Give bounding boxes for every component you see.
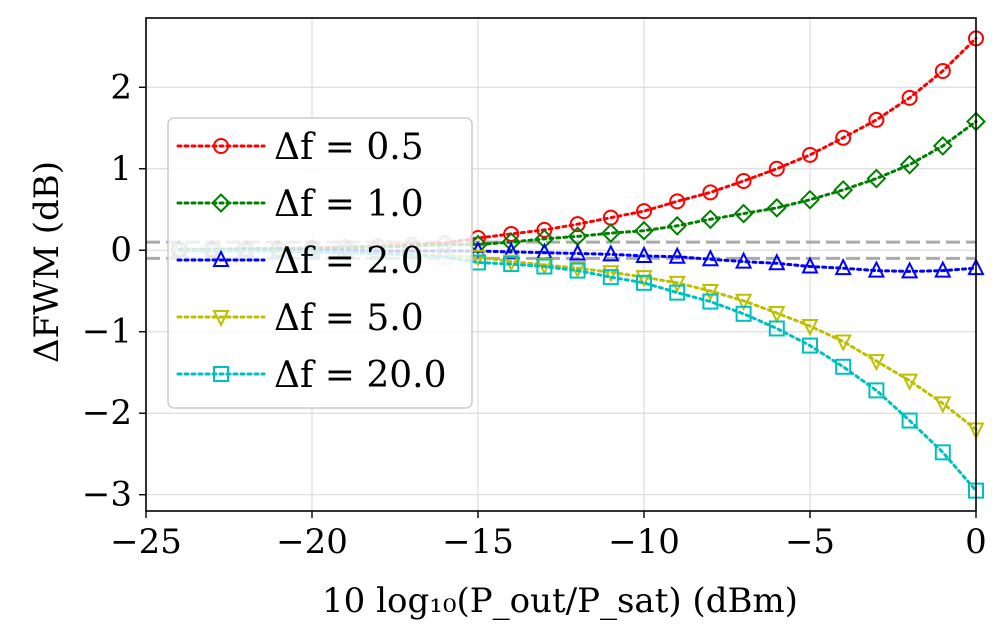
data-point bbox=[735, 305, 752, 322]
data-point bbox=[835, 129, 852, 146]
legend-marker bbox=[211, 193, 231, 213]
x-tick-label: 0 bbox=[965, 522, 987, 562]
legend-label: Δf = 1.0 bbox=[274, 184, 424, 225]
data-point bbox=[569, 216, 586, 233]
data-point bbox=[636, 274, 652, 291]
data-point bbox=[602, 244, 620, 262]
legend-label: Δf = 2.0 bbox=[274, 241, 424, 282]
data-point bbox=[867, 354, 886, 372]
data-point bbox=[600, 223, 621, 244]
data-point bbox=[802, 337, 818, 354]
data-point bbox=[900, 261, 919, 279]
data-point bbox=[934, 62, 951, 79]
data-point bbox=[834, 257, 852, 276]
plot-frame bbox=[145, 17, 977, 512]
y-tick-label: 2 bbox=[110, 67, 132, 107]
data-point bbox=[702, 184, 719, 201]
data-point bbox=[635, 245, 653, 263]
data-point bbox=[734, 293, 753, 311]
y-tick-label: −2 bbox=[82, 393, 132, 433]
legend-entry: Δf = 1.0 bbox=[176, 184, 424, 225]
data-point bbox=[634, 220, 654, 241]
data-point bbox=[834, 334, 852, 352]
data-point bbox=[802, 146, 818, 163]
data-point bbox=[536, 258, 553, 275]
legend-entry: Δf = 2.0 bbox=[176, 241, 424, 282]
legend-entry: Δf = 20.0 bbox=[176, 355, 447, 396]
data-point bbox=[833, 180, 854, 200]
data-point bbox=[768, 305, 786, 324]
y-tick-label: 0 bbox=[110, 230, 132, 270]
legend: Δf = 0.5 Δf = 1.0 Δf = 2.0 Δf = 5.0 Δf = 20.… bbox=[167, 117, 473, 409]
data-point bbox=[901, 89, 918, 106]
data-point bbox=[534, 228, 555, 249]
legend-marker bbox=[212, 249, 230, 267]
data-point bbox=[801, 319, 819, 337]
data-point bbox=[569, 262, 586, 279]
data-point bbox=[932, 136, 953, 156]
x-tick-label: −25 bbox=[110, 522, 182, 562]
data-point bbox=[900, 373, 919, 391]
data-point bbox=[868, 382, 885, 399]
y-tick-label: −1 bbox=[82, 312, 132, 352]
data-point bbox=[536, 221, 553, 238]
legend-entry: Δf = 5.0 bbox=[176, 298, 424, 339]
data-point bbox=[668, 246, 686, 264]
legend-marker bbox=[213, 366, 229, 382]
x-tick-label: −10 bbox=[608, 522, 680, 562]
data-point bbox=[700, 209, 721, 230]
data-point bbox=[733, 203, 754, 224]
data-point bbox=[503, 256, 520, 273]
data-point bbox=[668, 275, 686, 294]
data-point bbox=[768, 253, 786, 271]
data-point bbox=[901, 412, 918, 429]
data-point bbox=[734, 251, 753, 269]
data-point bbox=[768, 320, 785, 337]
y-tick-label: −3 bbox=[82, 475, 132, 515]
data-point bbox=[899, 154, 920, 175]
legend-marker bbox=[213, 138, 229, 154]
legend-entry: Δf = 0.5 bbox=[176, 127, 424, 168]
data-point bbox=[635, 270, 653, 288]
data-point bbox=[701, 283, 720, 302]
legend-label: Δf = 0.5 bbox=[274, 127, 424, 168]
reference-lines bbox=[146, 240, 976, 260]
data-point bbox=[735, 172, 752, 189]
data-point bbox=[669, 193, 686, 210]
data-point bbox=[934, 396, 952, 414]
data-point bbox=[801, 256, 819, 274]
x-tick-label: −15 bbox=[442, 522, 514, 562]
data-point bbox=[800, 189, 820, 210]
data-point bbox=[669, 284, 686, 301]
y-tick-label: 1 bbox=[110, 149, 132, 189]
y-axis-label: ΔFWM (dB) bbox=[27, 161, 67, 363]
data-point bbox=[835, 358, 852, 375]
data-point bbox=[934, 444, 951, 461]
data-point bbox=[469, 249, 487, 267]
x-tick-label: −5 bbox=[785, 522, 835, 562]
data-point bbox=[934, 260, 952, 278]
data-point bbox=[602, 269, 619, 286]
data-point bbox=[867, 260, 886, 278]
data-point bbox=[868, 111, 885, 128]
data-point bbox=[701, 248, 720, 267]
legend-label: Δf = 5.0 bbox=[274, 298, 424, 339]
legend-box bbox=[167, 117, 473, 409]
data-point bbox=[568, 243, 587, 261]
data-point bbox=[602, 265, 620, 283]
x-axis-label: 10 log₁₀(P_out/P_sat) (dBm) bbox=[322, 581, 798, 621]
x-tick-label: −20 bbox=[276, 522, 348, 562]
data-point bbox=[667, 215, 688, 236]
data-point bbox=[768, 160, 785, 177]
data-point bbox=[766, 197, 787, 218]
legend-marker bbox=[212, 310, 230, 328]
data-point bbox=[702, 293, 719, 310]
data-point bbox=[636, 203, 652, 220]
legend-label: Δf = 20.0 bbox=[274, 355, 447, 396]
data-point bbox=[866, 168, 887, 189]
